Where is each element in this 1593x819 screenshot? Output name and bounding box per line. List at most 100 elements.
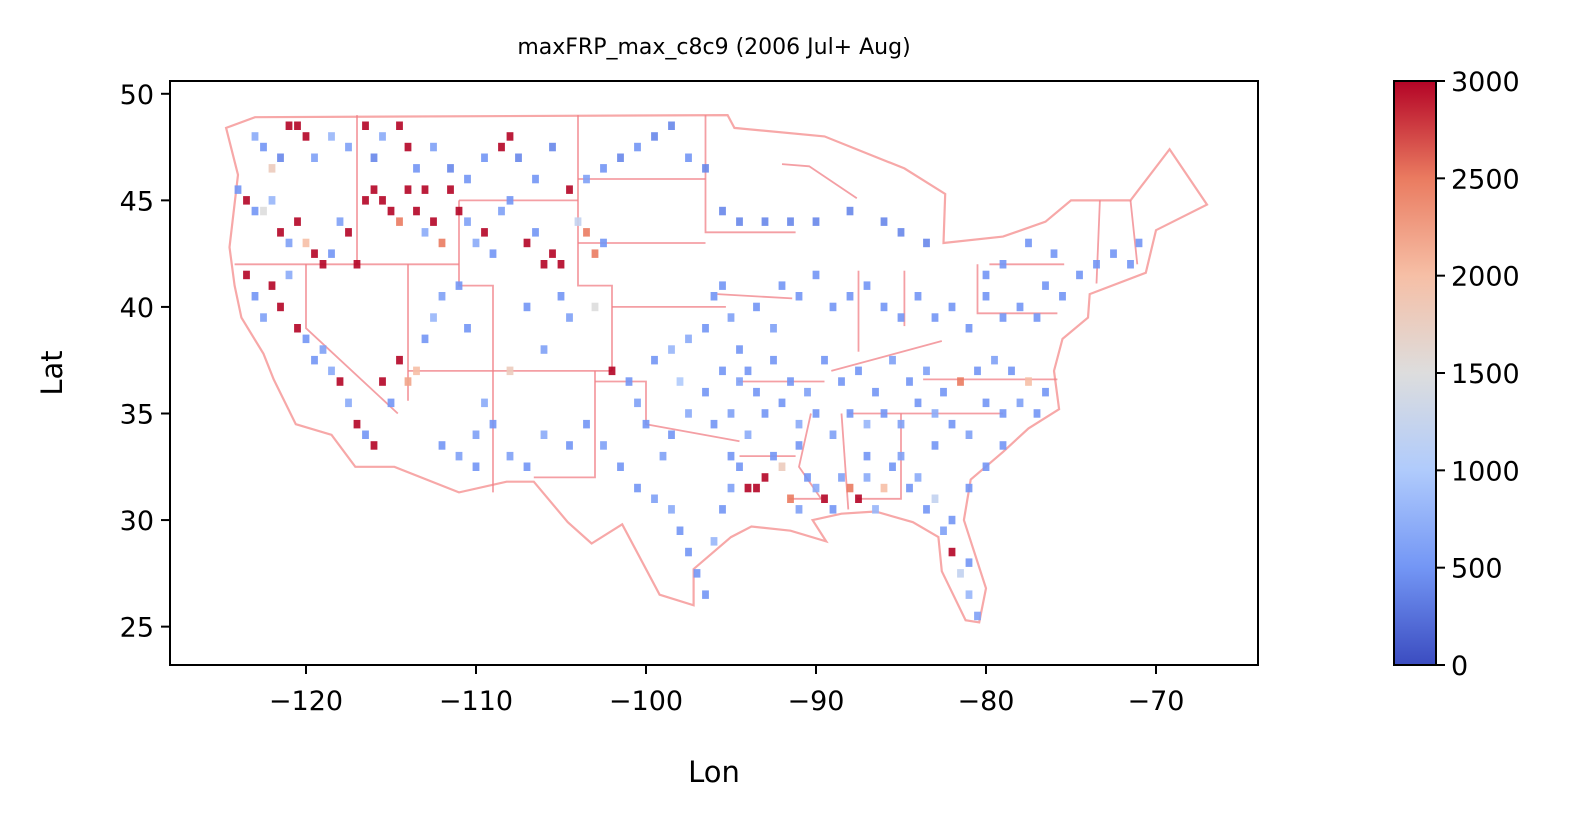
data-point — [472, 462, 480, 471]
data-point — [328, 366, 335, 376]
data-point — [523, 302, 531, 312]
data-point — [506, 451, 514, 461]
data-point — [982, 270, 990, 280]
data-point — [668, 345, 675, 354]
data-point — [285, 270, 293, 280]
data-point — [515, 153, 522, 162]
data-point — [719, 206, 726, 216]
data-point — [608, 366, 616, 376]
data-point — [999, 313, 1007, 322]
data-point — [931, 313, 939, 322]
data-point — [345, 228, 352, 237]
data-point — [243, 270, 250, 280]
data-point — [523, 238, 531, 248]
data-point — [617, 462, 624, 471]
data-point — [838, 377, 845, 386]
data-point — [362, 430, 369, 439]
data-point — [260, 206, 267, 216]
data-point — [1016, 302, 1024, 312]
data-point — [753, 387, 760, 397]
state-boundaries-overlay — [224, 113, 1209, 624]
data-point — [455, 451, 463, 461]
data-point — [506, 366, 514, 376]
data-point — [506, 196, 514, 205]
data-point — [260, 313, 267, 322]
data-point — [897, 419, 905, 429]
data-point — [829, 302, 837, 312]
data-point — [481, 153, 488, 162]
data-point — [277, 228, 284, 237]
data-point — [430, 142, 437, 152]
data-point — [540, 345, 548, 354]
data-point — [634, 398, 641, 408]
data-point — [1042, 281, 1049, 290]
data-point — [421, 185, 429, 194]
data-point — [1135, 238, 1143, 248]
data-point — [812, 409, 820, 418]
data-point — [413, 164, 420, 173]
data-point — [523, 462, 531, 471]
data-point — [761, 217, 769, 226]
data-point — [676, 377, 684, 386]
data-point — [370, 185, 378, 194]
data-point — [1025, 238, 1032, 248]
data-point — [931, 441, 939, 450]
data-point — [268, 281, 276, 290]
data-point — [659, 451, 667, 461]
y-tick-label: 45 — [120, 186, 154, 217]
data-point — [727, 313, 735, 322]
data-point — [889, 462, 896, 471]
data-point — [770, 451, 777, 461]
colorbar: 0 500 1000 1500 2000 2500 3000 — [1393, 67, 1520, 682]
data-point — [744, 430, 752, 439]
data-point — [719, 281, 726, 290]
state-boundary-29 — [831, 340, 943, 372]
data-point — [268, 196, 276, 205]
y-axis-ticks: 25 30 35 40 45 50 — [120, 80, 170, 644]
x-axis-ticks: −120 −110 −100 −90 −80 −70 — [269, 665, 1184, 717]
data-point — [957, 377, 964, 386]
data-point — [736, 217, 743, 226]
data-point — [957, 569, 964, 578]
data-point — [234, 185, 242, 194]
data-point — [999, 441, 1007, 450]
data-point — [532, 174, 539, 184]
data-point — [1050, 249, 1058, 258]
data-point — [846, 483, 854, 493]
data-point — [243, 196, 250, 205]
state-boundary-14 — [717, 293, 793, 300]
data-point — [302, 334, 310, 344]
data-point — [999, 409, 1007, 418]
data-point — [863, 419, 871, 429]
data-point — [540, 430, 548, 439]
data-point — [396, 355, 403, 365]
data-point — [294, 217, 301, 226]
data-point — [702, 324, 709, 333]
data-point — [668, 430, 675, 439]
data-point — [846, 409, 854, 418]
data-point — [430, 313, 437, 322]
data-point — [455, 206, 463, 216]
data-point — [319, 345, 327, 354]
data-point — [591, 249, 599, 258]
data-point — [736, 345, 743, 354]
data-point — [982, 462, 990, 471]
data-point — [880, 409, 888, 418]
data-point — [974, 366, 981, 376]
data-point — [787, 377, 794, 386]
plot-background — [170, 81, 1258, 665]
data-point — [982, 398, 990, 408]
state-boundary-2 — [305, 264, 399, 415]
data-point — [583, 174, 590, 184]
data-point — [787, 217, 794, 226]
data-point — [489, 419, 497, 429]
data-point — [379, 377, 386, 386]
data-point — [812, 483, 820, 493]
data-point — [906, 483, 913, 493]
data-point — [617, 153, 624, 162]
data-point — [778, 398, 786, 408]
data-point — [812, 217, 820, 226]
data-point — [795, 419, 803, 429]
data-point — [1033, 409, 1041, 418]
data-point — [744, 366, 752, 376]
